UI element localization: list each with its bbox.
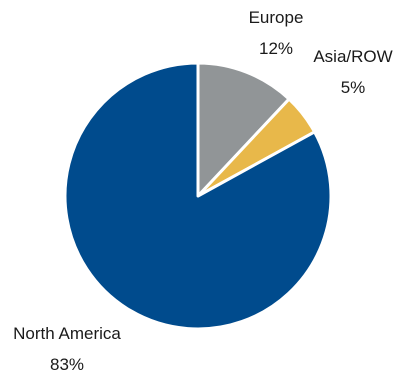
slice-label-north-america-name: North America: [13, 324, 121, 343]
slice-label-north-america: North America 83%: [2, 324, 132, 375]
pie-slice-north-america: [63, 61, 333, 331]
slice-label-north-america-value: 83%: [49, 355, 85, 374]
slice-label-asia-row-value: 5%: [340, 78, 366, 97]
slice-label-europe: Europe 12%: [248, 8, 304, 59]
slice-label-europe-value: 12%: [258, 39, 294, 58]
slice-label-asia-row: Asia/ROW 5%: [310, 47, 396, 98]
slice-label-europe-name: Europe: [248, 8, 304, 27]
slice-label-asia-row-name: Asia/ROW: [313, 47, 393, 66]
pie-slice-europe: [196, 61, 291, 198]
